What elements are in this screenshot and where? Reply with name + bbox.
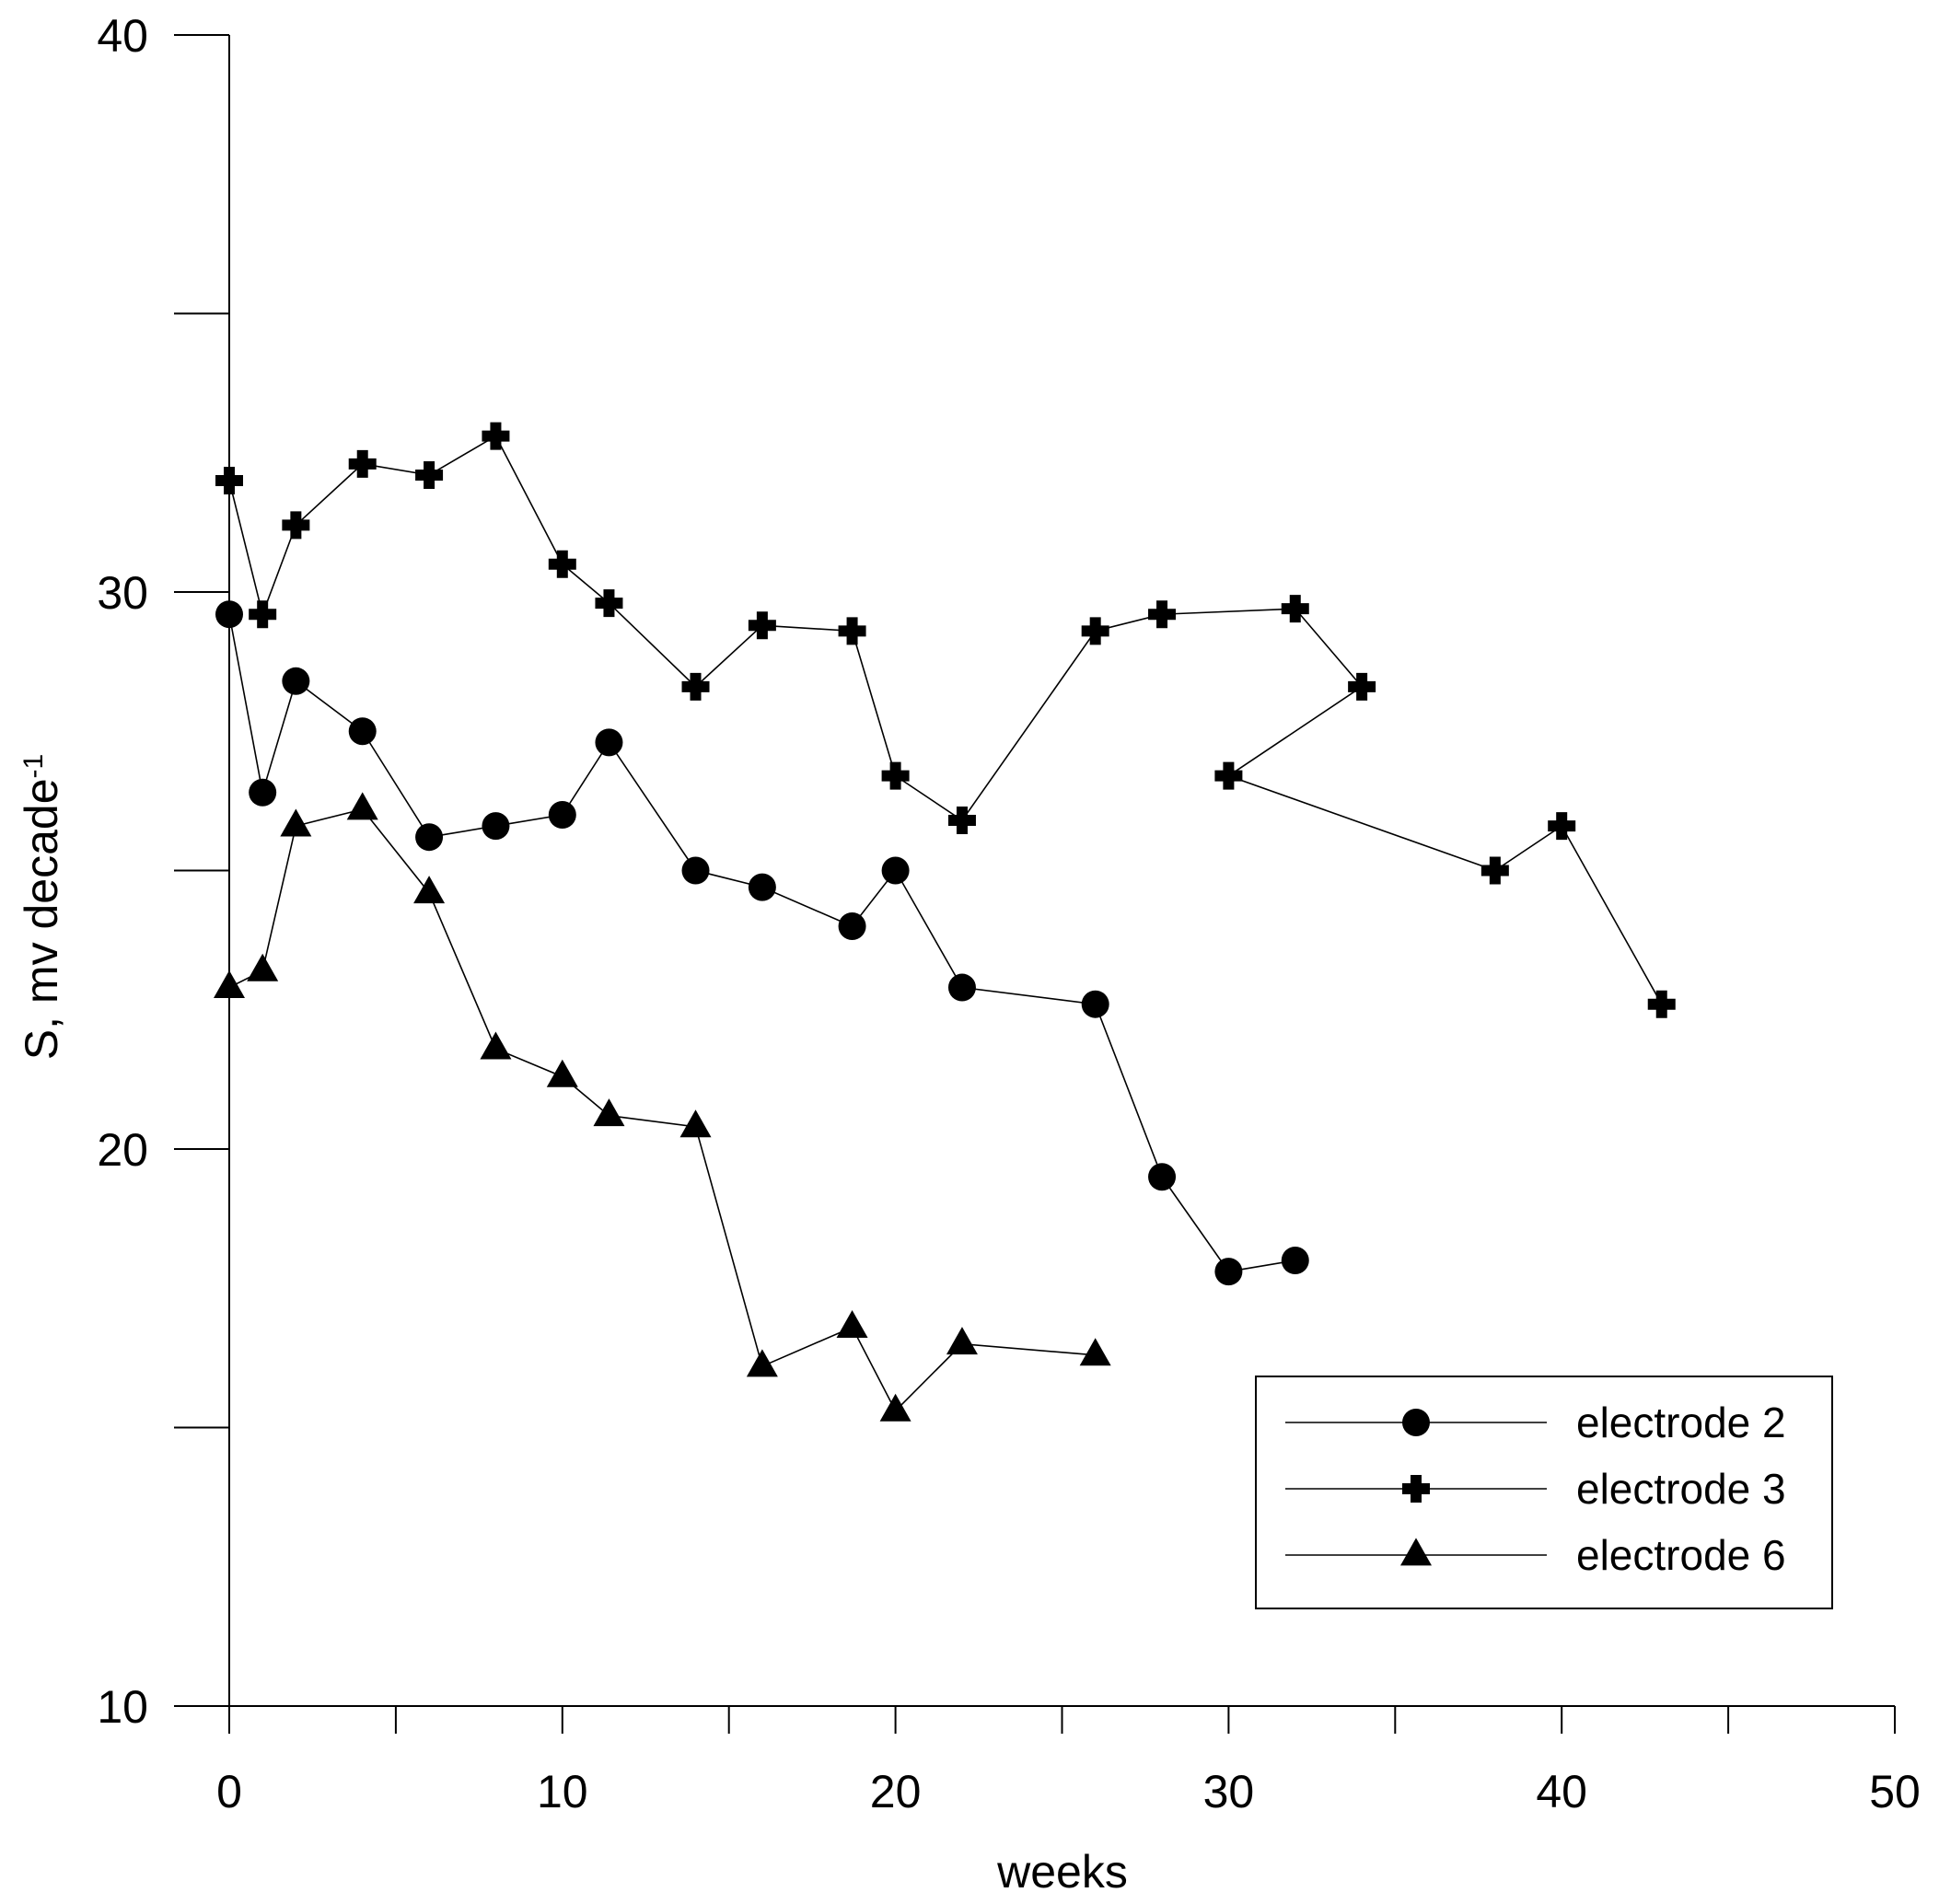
data-point <box>879 1393 911 1422</box>
data-point <box>346 792 378 820</box>
data-point <box>282 667 310 695</box>
data-point <box>947 807 976 835</box>
data-point <box>1148 1163 1177 1191</box>
x-tick-label: 20 <box>870 1766 922 1817</box>
data-point <box>1079 1338 1111 1366</box>
data-point <box>249 600 277 629</box>
y-tick-label: 30 <box>97 567 148 619</box>
data-point <box>1214 761 1243 790</box>
data-point <box>215 600 243 629</box>
data-point <box>1081 617 1109 645</box>
legend-marker <box>1402 1475 1430 1503</box>
data-point <box>748 873 776 901</box>
data-point <box>681 672 710 701</box>
x-axis-ticks: 0 10 20 30 40 50 <box>216 1706 1921 1817</box>
data-point <box>838 617 866 645</box>
x-tick-label: 0 <box>216 1766 242 1817</box>
data-point <box>746 1349 778 1377</box>
data-point <box>1281 595 1309 623</box>
series-electrode-6 <box>214 792 1111 1422</box>
series-electrode-3 <box>215 422 1676 1018</box>
data-point <box>748 611 776 640</box>
data-point <box>681 856 710 885</box>
data-point <box>1548 812 1576 841</box>
data-point <box>1148 600 1177 629</box>
y-tick-label: 40 <box>97 10 148 62</box>
data-point <box>947 973 976 1002</box>
data-point <box>1281 1247 1309 1274</box>
data-point <box>247 953 279 981</box>
legend-label: electrode 6 <box>1576 1531 1786 1579</box>
series-line <box>228 435 1663 1005</box>
data-point <box>1214 1258 1243 1286</box>
data-point <box>595 589 623 618</box>
y-axis-ticks: 10 20 30 40 <box>97 10 229 1733</box>
data-point <box>595 728 623 757</box>
series-line <box>228 614 1295 1272</box>
data-point <box>838 912 866 940</box>
data-point <box>836 1310 868 1338</box>
data-point <box>546 1059 578 1087</box>
data-point <box>480 1031 512 1060</box>
x-axis-title: weeks <box>996 1846 1128 1898</box>
data-point <box>282 511 310 540</box>
y-axis-title: S, mv decade-1 <box>16 754 67 1060</box>
data-point <box>593 1098 625 1127</box>
legend-marker <box>1400 1538 1432 1566</box>
legend: electrode 2 electrode 3 electrode 6 <box>1255 1376 1833 1609</box>
data-point <box>1081 990 1109 1018</box>
y-tick-label: 10 <box>97 1681 148 1733</box>
series-electrode-2 <box>215 600 1309 1286</box>
data-point <box>881 761 910 790</box>
legend-label: electrode 3 <box>1576 1465 1786 1513</box>
data-point <box>679 1109 712 1138</box>
x-tick-label: 30 <box>1203 1766 1255 1817</box>
data-point <box>548 550 576 578</box>
x-tick-label: 10 <box>537 1766 588 1817</box>
legend-box <box>1255 1376 1833 1609</box>
data-point <box>249 778 277 807</box>
data-point <box>280 808 312 837</box>
data-point <box>348 717 377 746</box>
data-point <box>946 1327 978 1355</box>
data-point <box>348 449 377 478</box>
x-tick-label: 50 <box>1869 1766 1921 1817</box>
data-point <box>1348 672 1376 701</box>
data-point <box>415 823 444 852</box>
data-point <box>881 856 910 885</box>
data-point <box>482 812 510 841</box>
data-point <box>1480 856 1509 885</box>
series-layer <box>214 422 1676 1422</box>
data-point <box>215 467 243 494</box>
data-point <box>548 801 576 829</box>
data-point <box>482 422 510 450</box>
legend-marker <box>1402 1409 1430 1436</box>
data-point <box>413 876 446 904</box>
data-point <box>214 969 245 998</box>
data-point <box>415 460 444 489</box>
legend-label: electrode 2 <box>1576 1399 1786 1446</box>
x-tick-label: 40 <box>1536 1766 1587 1817</box>
data-point <box>1647 990 1676 1018</box>
series-line <box>228 808 1096 1412</box>
y-tick-label: 20 <box>97 1124 148 1176</box>
